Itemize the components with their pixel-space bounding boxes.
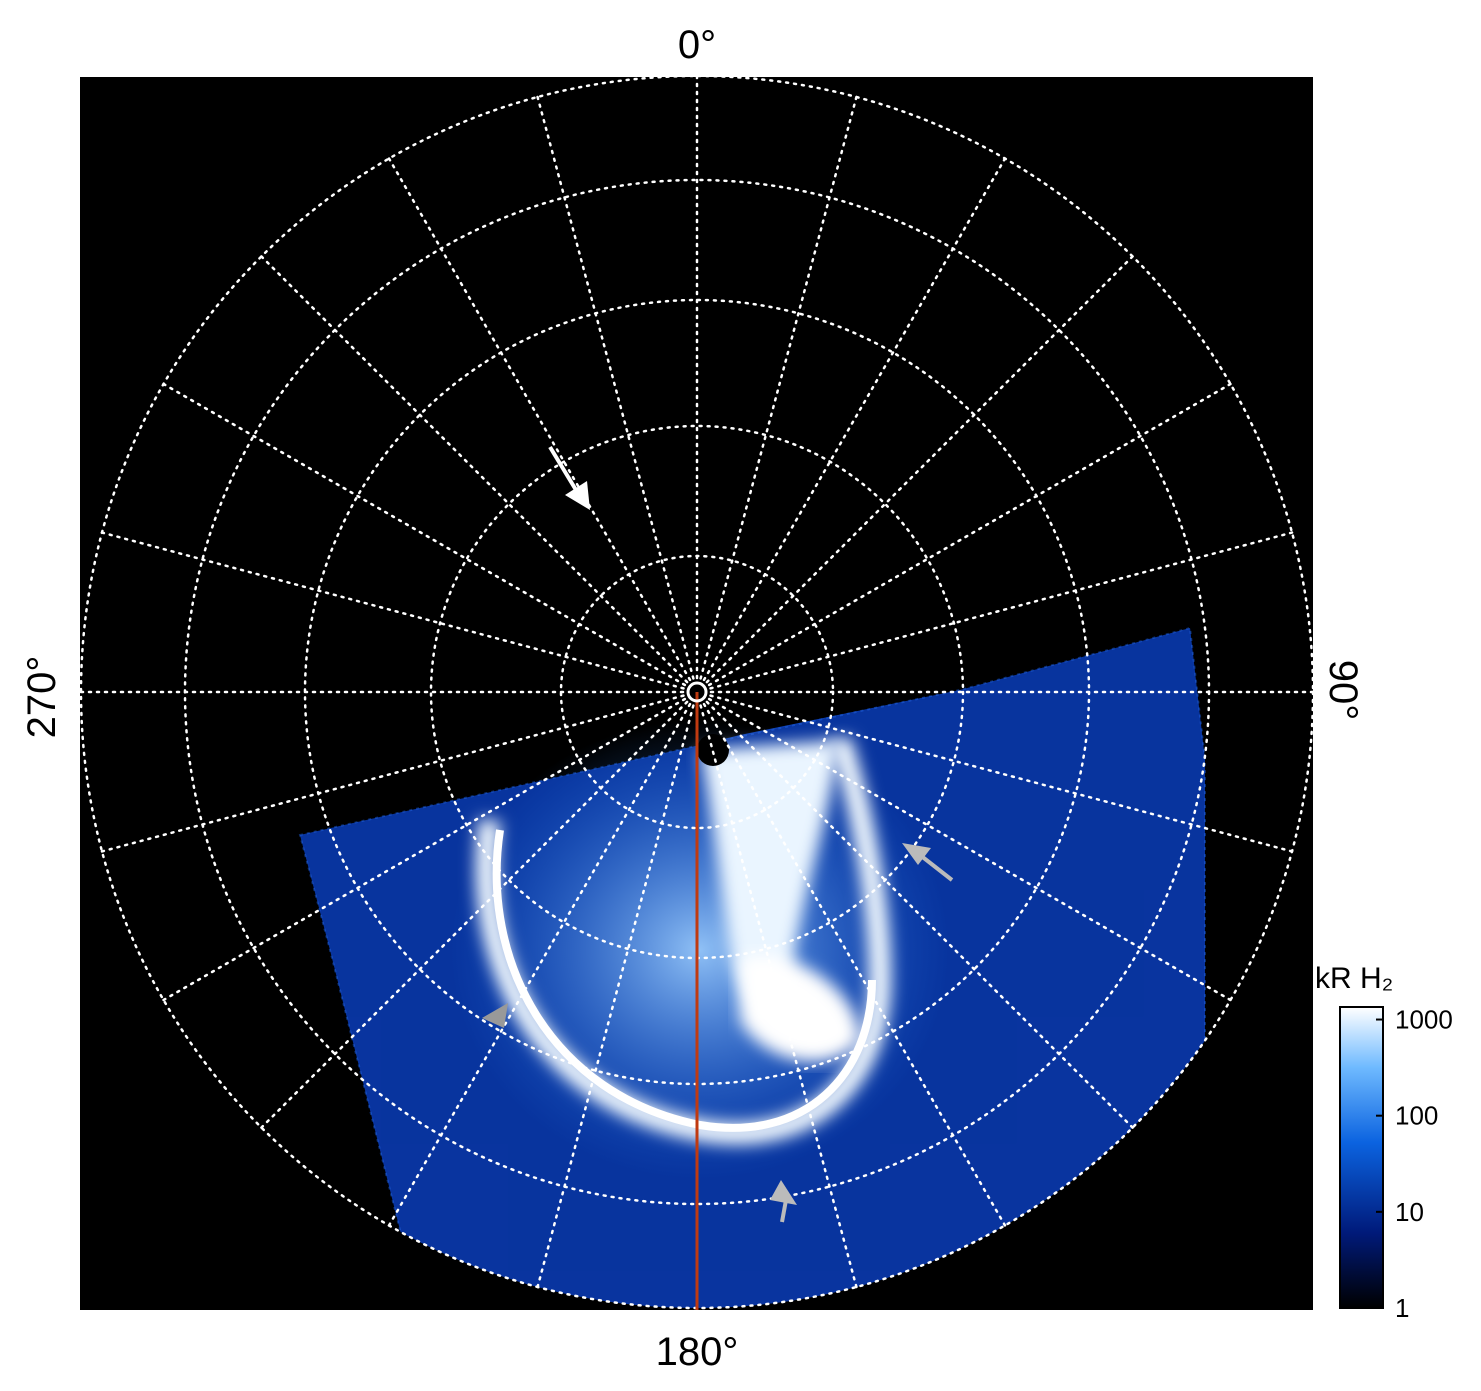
- direction-label: 0°: [678, 23, 716, 67]
- arrow-head: [770, 1180, 797, 1205]
- arrow-head: [482, 1003, 508, 1028]
- polar-emission: [700, 740, 840, 1011]
- arrow-head: [565, 481, 590, 510]
- colorbar-title: kR H₂: [1315, 962, 1393, 995]
- direction-label: 90°: [1321, 660, 1365, 721]
- direction-label: 180°: [656, 1330, 739, 1374]
- arrow-head: [902, 843, 931, 865]
- pole-marker: [686, 681, 708, 703]
- arrows: [482, 445, 954, 1223]
- colorbar: [1339, 1006, 1384, 1309]
- colorbar-tick-label: 1: [1395, 1293, 1409, 1323]
- colorbar-tick-label: 10: [1395, 1197, 1424, 1227]
- colorbar-tick-label: 100: [1395, 1101, 1438, 1131]
- colorbar-tick-label: 1000: [1395, 1005, 1453, 1035]
- direction-label: 270°: [20, 656, 64, 739]
- arrow: [918, 853, 954, 882]
- aurora: [298, 626, 1206, 1308]
- arrow: [780, 1199, 788, 1223]
- main-oval-core: [492, 829, 876, 1132]
- arrow: [548, 445, 578, 492]
- main-oval: [475, 736, 892, 1145]
- colorbar-ticks: 1 10 100 1000: [1376, 1005, 1453, 1323]
